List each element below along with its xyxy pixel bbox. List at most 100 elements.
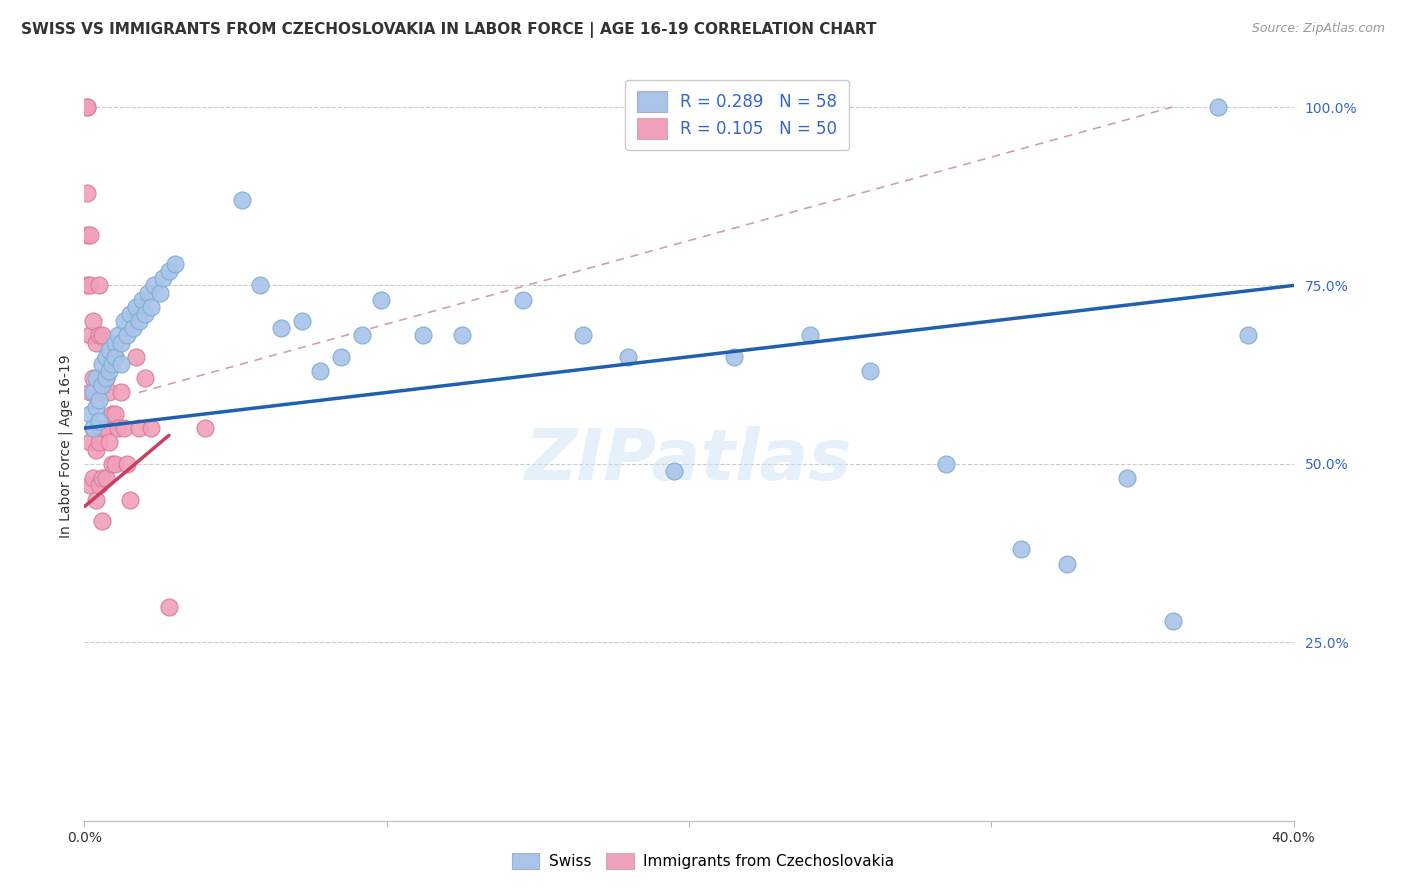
Point <box>91 328 114 343</box>
Point <box>100 357 122 371</box>
Point <box>152 271 174 285</box>
Point <box>97 435 120 450</box>
Point <box>94 421 117 435</box>
Point <box>86 492 108 507</box>
Point <box>76 186 98 200</box>
Point <box>91 514 114 528</box>
Point <box>121 321 143 335</box>
Point <box>249 278 271 293</box>
Point <box>76 278 98 293</box>
Point <box>115 328 138 343</box>
Point <box>79 478 101 492</box>
Point <box>157 599 180 614</box>
Text: Source: ZipAtlas.com: Source: ZipAtlas.com <box>1251 22 1385 36</box>
Point <box>165 257 187 271</box>
Point <box>79 328 101 343</box>
Point <box>91 378 114 392</box>
Point <box>94 471 117 485</box>
Point <box>76 228 98 243</box>
Point <box>128 421 150 435</box>
Point <box>1237 328 1260 343</box>
Point <box>86 335 108 350</box>
Point <box>451 328 474 343</box>
Point <box>662 464 685 478</box>
Point <box>142 278 165 293</box>
Point <box>134 307 156 321</box>
Point <box>89 435 111 450</box>
Point <box>572 328 595 343</box>
Point <box>139 421 162 435</box>
Point <box>79 407 101 421</box>
Point <box>194 421 217 435</box>
Point <box>86 400 108 414</box>
Point <box>82 471 104 485</box>
Point <box>89 385 111 400</box>
Point <box>82 371 104 385</box>
Point <box>1056 557 1078 571</box>
Point <box>291 314 314 328</box>
Point <box>110 385 132 400</box>
Point <box>125 350 148 364</box>
Point <box>94 350 117 364</box>
Point <box>512 293 534 307</box>
Text: ZIPatlas: ZIPatlas <box>526 426 852 495</box>
Point <box>104 335 127 350</box>
Point <box>97 385 120 400</box>
Point <box>86 385 108 400</box>
Legend: R = 0.289   N = 58, R = 0.105   N = 50: R = 0.289 N = 58, R = 0.105 N = 50 <box>626 79 849 151</box>
Point <box>1161 614 1184 628</box>
Point <box>110 357 132 371</box>
Point <box>935 457 957 471</box>
Point <box>139 300 162 314</box>
Point <box>89 392 111 407</box>
Point <box>136 285 159 300</box>
Point <box>94 371 117 385</box>
Point <box>107 328 129 343</box>
Point <box>89 328 111 343</box>
Point <box>149 285 172 300</box>
Point <box>118 492 141 507</box>
Point <box>134 371 156 385</box>
Point <box>89 278 111 293</box>
Point <box>104 457 127 471</box>
Point <box>76 100 98 114</box>
Point <box>97 364 120 378</box>
Point <box>79 278 101 293</box>
Point <box>370 293 392 307</box>
Point <box>617 350 640 364</box>
Point <box>100 407 122 421</box>
Point <box>115 457 138 471</box>
Point <box>110 335 132 350</box>
Point <box>91 378 114 392</box>
Point <box>82 385 104 400</box>
Point <box>231 193 253 207</box>
Point <box>89 414 111 428</box>
Point <box>91 421 114 435</box>
Point <box>270 321 292 335</box>
Point <box>330 350 353 364</box>
Point <box>86 442 108 457</box>
Point <box>859 364 882 378</box>
Point <box>82 421 104 435</box>
Point <box>89 478 111 492</box>
Point <box>128 314 150 328</box>
Point <box>97 343 120 357</box>
Point <box>79 435 101 450</box>
Point <box>94 371 117 385</box>
Point <box>352 328 374 343</box>
Point <box>76 100 98 114</box>
Point <box>112 421 135 435</box>
Point <box>125 300 148 314</box>
Point <box>309 364 332 378</box>
Point <box>82 314 104 328</box>
Point <box>723 350 745 364</box>
Point <box>100 457 122 471</box>
Text: SWISS VS IMMIGRANTS FROM CZECHOSLOVAKIA IN LABOR FORCE | AGE 16-19 CORRELATION C: SWISS VS IMMIGRANTS FROM CZECHOSLOVAKIA … <box>21 22 876 38</box>
Point <box>79 385 101 400</box>
Point <box>82 421 104 435</box>
Point <box>104 350 127 364</box>
Point <box>112 314 135 328</box>
Point <box>799 328 821 343</box>
Point <box>104 407 127 421</box>
Point <box>91 471 114 485</box>
